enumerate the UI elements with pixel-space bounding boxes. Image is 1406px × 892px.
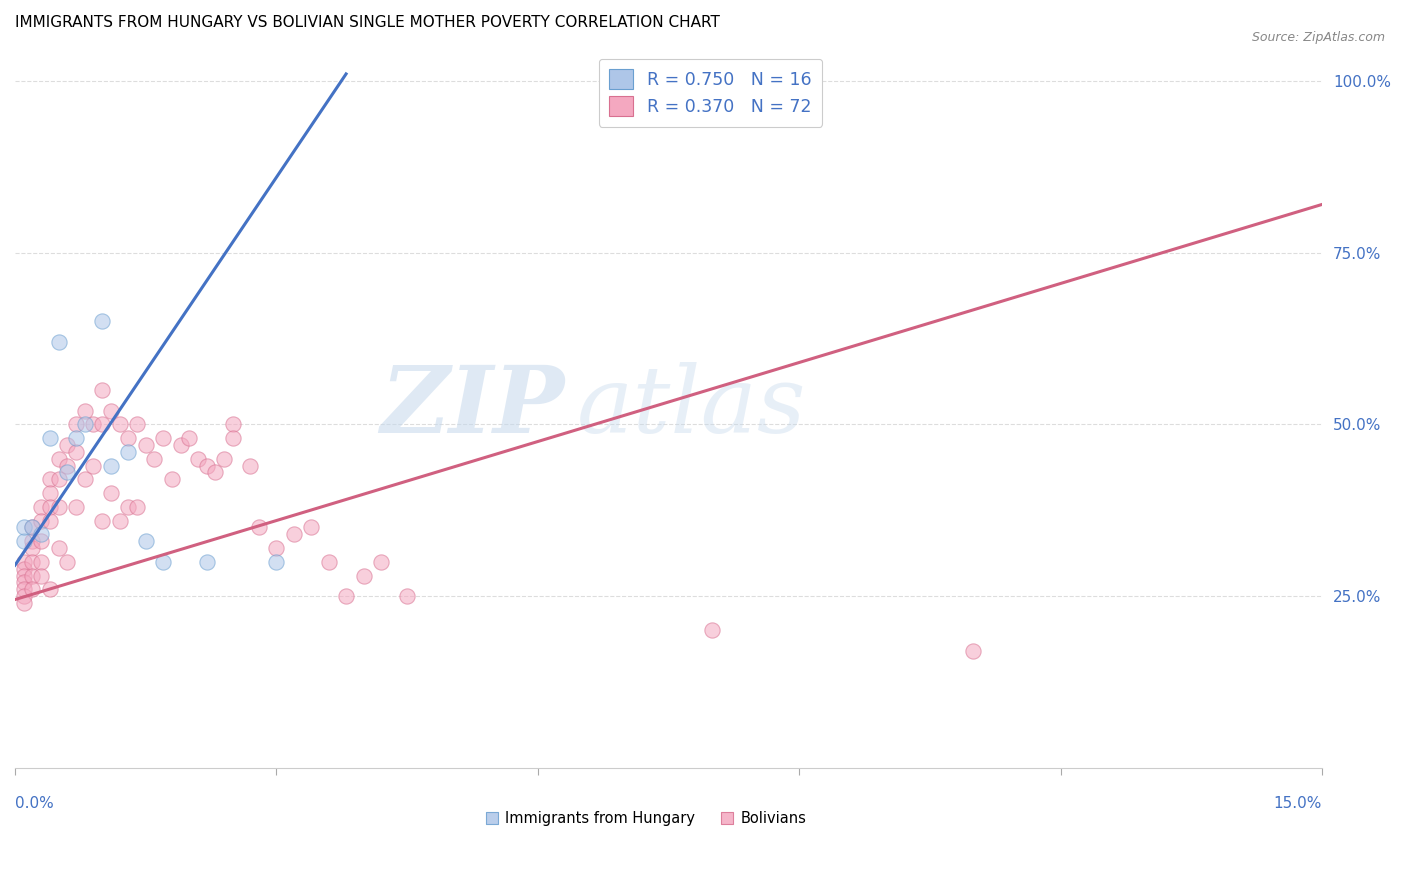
- Point: [38, 431, 60, 445]
- Point: [73, 403, 96, 417]
- Point: [108, 417, 131, 432]
- Point: [30, 555, 52, 569]
- Point: [38, 514, 60, 528]
- Point: [318, 555, 340, 569]
- Text: ZIP: ZIP: [380, 362, 564, 452]
- Point: [195, 458, 218, 473]
- Text: Source: ZipAtlas.com: Source: ZipAtlas.com: [1251, 31, 1385, 45]
- Point: [65, 500, 87, 514]
- Point: [135, 534, 157, 549]
- Point: [91, 314, 114, 328]
- Point: [21, 568, 44, 582]
- Point: [56, 466, 79, 480]
- Point: [13, 555, 35, 569]
- Point: [353, 568, 375, 582]
- Point: [100, 403, 122, 417]
- Point: [13, 568, 35, 582]
- Text: IMMIGRANTS FROM HUNGARY VS BOLIVIAN SINGLE MOTHER POVERTY CORRELATION CHART: IMMIGRANTS FROM HUNGARY VS BOLIVIAN SING…: [15, 15, 720, 30]
- Point: [700, 624, 723, 638]
- Point: [21, 520, 44, 534]
- Point: [187, 451, 209, 466]
- Point: [204, 466, 226, 480]
- Point: [100, 458, 122, 473]
- Point: [30, 534, 52, 549]
- Point: [82, 458, 104, 473]
- Point: [65, 431, 87, 445]
- Point: [38, 486, 60, 500]
- Point: [266, 555, 288, 569]
- Point: [135, 438, 157, 452]
- Point: [48, 500, 70, 514]
- Point: [962, 644, 984, 658]
- Text: Immigrants from Hungary: Immigrants from Hungary: [505, 811, 695, 826]
- Point: [396, 589, 419, 603]
- Point: [30, 568, 52, 582]
- Point: [108, 514, 131, 528]
- Point: [169, 438, 191, 452]
- Point: [48, 472, 70, 486]
- Point: [239, 458, 262, 473]
- Point: [30, 527, 52, 541]
- Point: [152, 431, 174, 445]
- Point: [13, 582, 35, 597]
- Text: atlas: atlas: [576, 362, 807, 452]
- Point: [65, 445, 87, 459]
- Point: [56, 458, 79, 473]
- Point: [48, 334, 70, 349]
- Point: [56, 438, 79, 452]
- Legend: R = 0.750   N = 16, R = 0.370   N = 72: R = 0.750 N = 16, R = 0.370 N = 72: [599, 59, 823, 127]
- Point: [13, 596, 35, 610]
- Point: [152, 555, 174, 569]
- Text: Bolivians: Bolivians: [741, 811, 806, 826]
- Point: [222, 431, 245, 445]
- Point: [56, 555, 79, 569]
- Point: [48, 541, 70, 555]
- Point: [73, 472, 96, 486]
- Text: 15.0%: 15.0%: [1274, 796, 1322, 811]
- Point: [179, 431, 201, 445]
- Point: [13, 589, 35, 603]
- Point: [21, 520, 44, 534]
- Point: [91, 383, 114, 397]
- Point: [125, 417, 148, 432]
- Point: [370, 555, 392, 569]
- Point: [266, 541, 288, 555]
- Point: [91, 417, 114, 432]
- Point: [335, 589, 357, 603]
- Point: [100, 486, 122, 500]
- Point: [125, 500, 148, 514]
- Point: [21, 555, 44, 569]
- Point: [21, 582, 44, 597]
- Point: [48, 451, 70, 466]
- Point: [117, 500, 139, 514]
- Point: [21, 534, 44, 549]
- Point: [30, 514, 52, 528]
- Point: [13, 520, 35, 534]
- Point: [143, 451, 166, 466]
- Point: [73, 417, 96, 432]
- Point: [13, 561, 35, 575]
- Point: [82, 417, 104, 432]
- Text: 0.0%: 0.0%: [15, 796, 53, 811]
- Point: [38, 472, 60, 486]
- Point: [117, 445, 139, 459]
- Point: [117, 431, 139, 445]
- Point: [65, 417, 87, 432]
- Point: [30, 500, 52, 514]
- Point: [247, 520, 270, 534]
- Point: [299, 520, 322, 534]
- Point: [13, 534, 35, 549]
- Point: [91, 514, 114, 528]
- Point: [38, 500, 60, 514]
- Point: [195, 555, 218, 569]
- Point: [21, 541, 44, 555]
- Point: [283, 527, 305, 541]
- Point: [13, 575, 35, 590]
- Point: [160, 472, 183, 486]
- Point: [222, 417, 245, 432]
- Point: [38, 582, 60, 597]
- Point: [212, 451, 235, 466]
